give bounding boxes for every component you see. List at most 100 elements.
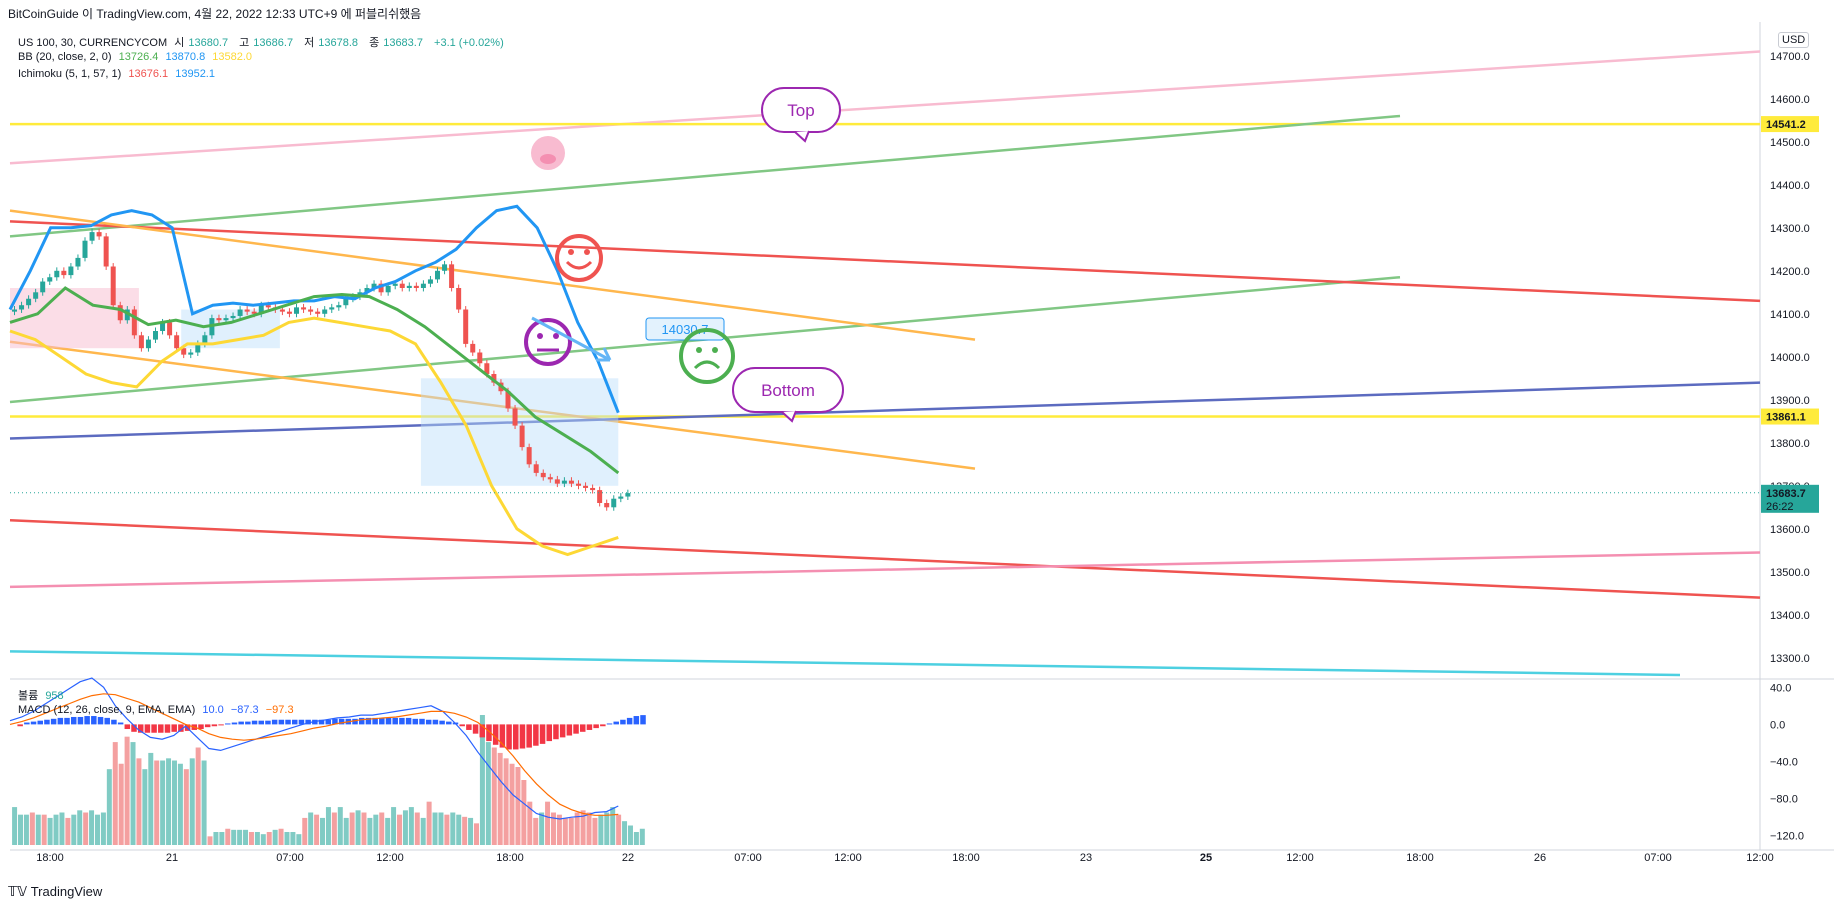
candle — [371, 283, 377, 288]
top-annotation-tail — [794, 130, 810, 143]
time-tick-label: 12:00 — [376, 852, 404, 864]
candle — [110, 266, 116, 306]
frown-mouth — [693, 360, 721, 370]
volume-bar — [598, 814, 604, 845]
macd-hist-bar — [218, 724, 224, 726]
candle — [576, 483, 581, 486]
volume-bar — [260, 834, 266, 845]
macd-hist-bar — [91, 716, 97, 725]
ichimoku-a-value: 13676.1 — [128, 68, 169, 80]
price-tick-label: 13400.0 — [1770, 610, 1810, 622]
candle — [442, 264, 448, 271]
volume-bar — [473, 823, 479, 845]
macd-hist-bar — [77, 716, 84, 725]
volume-bar — [89, 810, 95, 845]
candle — [265, 305, 271, 308]
volume-bar — [195, 747, 201, 845]
candle — [160, 322, 166, 331]
bb-basis-line — [9, 286, 620, 475]
volume-bar — [12, 807, 18, 845]
volume-bar — [290, 832, 296, 845]
candle — [604, 503, 610, 508]
volume-bar — [136, 758, 142, 845]
volume-bar — [616, 814, 622, 845]
trendline — [9, 50, 1761, 165]
price-tick-label: 13600.0 — [1770, 524, 1810, 536]
time-tick-label: 26 — [1534, 852, 1546, 864]
trendline — [9, 551, 1761, 589]
macd-hist-bar — [439, 720, 445, 725]
macd-hist-bar — [425, 719, 432, 725]
volume-bar — [337, 807, 343, 845]
price-tick-label: 14400.0 — [1770, 180, 1810, 192]
arrow-icon — [531, 316, 611, 362]
macd-hist-bar — [379, 717, 385, 725]
candle — [590, 487, 596, 491]
candle — [427, 279, 433, 284]
candle — [568, 480, 574, 484]
candle — [611, 498, 617, 508]
volume-bar — [254, 832, 260, 845]
time-tick-label: 18:00 — [952, 852, 980, 864]
bb-upper-line — [8, 204, 620, 414]
macd-tick-label: 0.0 — [1770, 719, 1785, 731]
candle — [484, 363, 490, 374]
macd-tick-label: 40.0 — [1770, 682, 1791, 694]
price-tick-label: 13800.0 — [1770, 438, 1810, 450]
macd-hist-bar — [178, 724, 184, 732]
tradingview-logo[interactable]: 𝕋𝕍 TradingView — [8, 884, 103, 899]
macd-hist-bar — [238, 721, 244, 725]
macd-hist-bar — [198, 724, 204, 730]
symbol-label: US 100, 30, CURRENCYCOM — [18, 37, 168, 49]
price-tick-label: 13300.0 — [1770, 653, 1810, 665]
currency-button[interactable]: USD — [1778, 32, 1810, 48]
volume-bar — [231, 829, 237, 845]
time-tick-label: 21 — [166, 852, 178, 864]
candle — [343, 298, 349, 306]
macd-hist-bar — [70, 716, 77, 725]
bottom-annotation-label: Bottom — [761, 381, 815, 400]
candle — [470, 343, 476, 353]
candle — [145, 339, 151, 349]
volume-bar — [118, 763, 124, 845]
volume-bar — [408, 807, 414, 845]
candle — [618, 496, 624, 499]
volume-bar — [314, 814, 320, 845]
bottom-annotation-tail — [781, 410, 797, 423]
volume-bar — [539, 812, 545, 845]
volume-bar — [610, 807, 616, 845]
macd-hist-bar — [486, 724, 492, 742]
frown-face-eye — [696, 347, 702, 353]
candle — [89, 232, 95, 241]
candle — [230, 315, 236, 319]
candle — [463, 309, 469, 344]
volume-bar — [355, 810, 361, 845]
volume-bar — [527, 801, 533, 845]
publish-header: BitCoinGuide 이 TradingView.com, 4월 22, 2… — [8, 7, 422, 21]
smile-face-eye — [568, 249, 574, 255]
macd-hist-bar — [499, 724, 506, 748]
macd-hist-bar — [332, 718, 338, 725]
volume-bar — [83, 812, 89, 845]
volume-bar — [296, 834, 302, 845]
macd-hist-bar — [245, 721, 251, 725]
candle — [131, 309, 137, 336]
candle — [188, 352, 194, 355]
volume-bar — [272, 829, 278, 845]
macd-hist-bar — [137, 724, 144, 733]
candle — [244, 309, 250, 312]
volume-bar — [497, 752, 503, 845]
price-tick-label: 14700.0 — [1770, 51, 1810, 63]
candle — [625, 493, 631, 497]
macd-hist-bar — [111, 719, 117, 725]
volume-bar — [367, 817, 373, 845]
volume-bar — [100, 812, 106, 845]
macd-hist-bar — [559, 724, 566, 738]
macd-hist-bar — [265, 720, 271, 725]
volume-name: 볼륨 — [18, 690, 39, 702]
volume-bar — [450, 812, 456, 845]
volume-bar — [94, 814, 100, 845]
time-tick-label: 23 — [1080, 852, 1092, 864]
trendline — [9, 518, 1761, 599]
